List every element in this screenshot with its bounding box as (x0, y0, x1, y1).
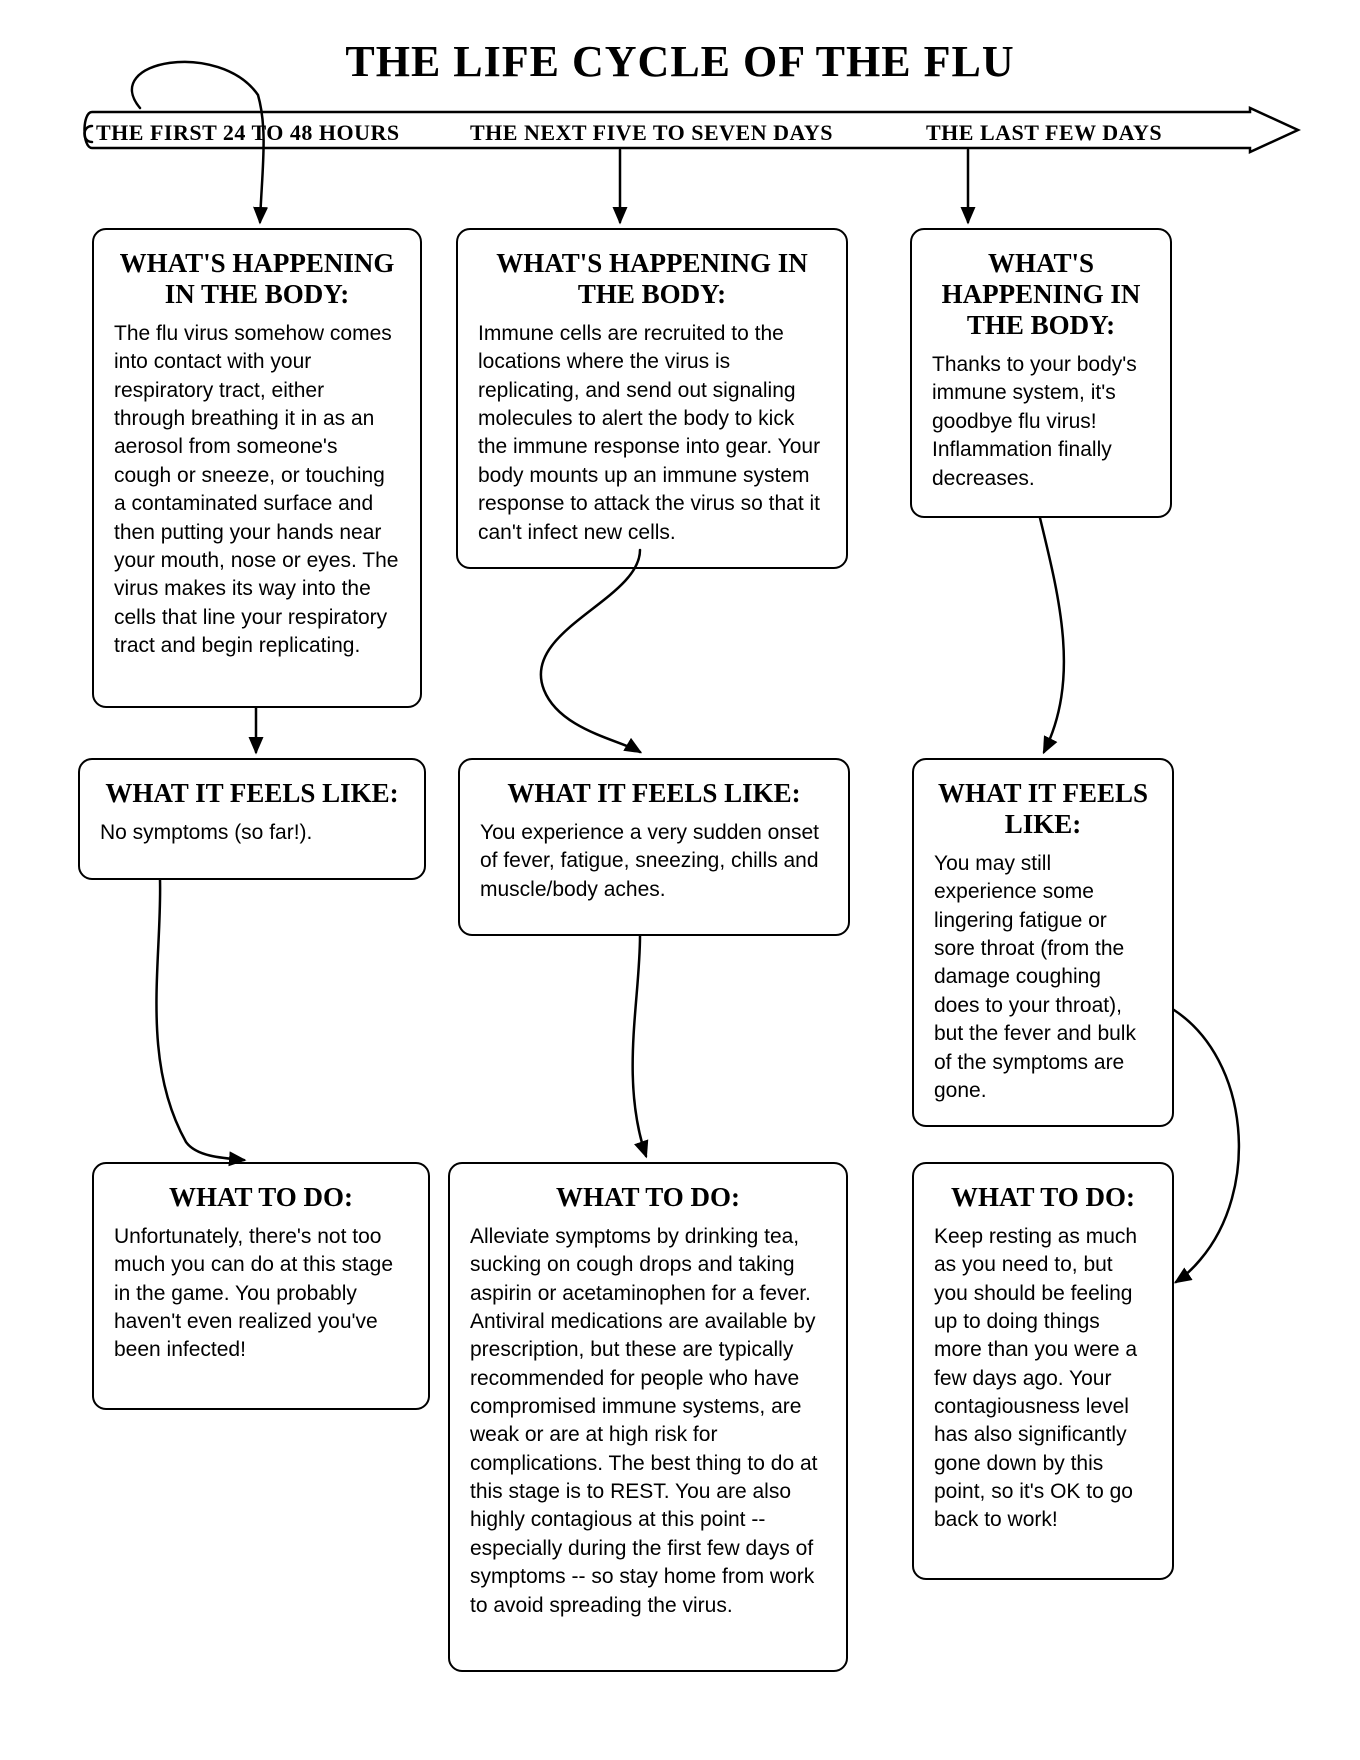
box-col2-feels: WHAT IT FEELS LIKE: You may still experie… (912, 758, 1174, 1127)
connector-arrow-4 (541, 550, 640, 752)
box-title: WHAT TO DO: (470, 1182, 826, 1213)
box-title: WHAT TO DO: (934, 1182, 1152, 1213)
box-title: WHAT'S HAPPENING IN THE BODY: (114, 248, 400, 310)
timeline-label-0: THE FIRST 24 TO 48 HOURS (96, 120, 400, 146)
timeline-label-2: THE LAST FEW DAYS (926, 120, 1162, 146)
box-body: No symptoms (so far!). (100, 819, 404, 847)
box-col0-feels: WHAT IT FEELS LIKE: No symptoms (so far!)… (78, 758, 426, 880)
box-body: Thanks to your body's immune system, it'… (932, 351, 1150, 493)
connector-arrow-5 (1040, 518, 1064, 752)
box-col1-happening: WHAT'S HAPPENING IN THE BODY: Immune cell… (456, 228, 848, 569)
box-col0-todo: WHAT TO DO: Unfortunately, there's not to… (92, 1162, 430, 1410)
box-body: Keep resting as much as you need to, but… (934, 1223, 1152, 1535)
box-body: Unfortunately, there's not too much you … (114, 1223, 408, 1365)
box-col2-happening: WHAT'S HAPPENING IN THE BODY: Thanks to y… (910, 228, 1172, 518)
connector-arrow-6 (156, 880, 244, 1160)
box-title: WHAT'S HAPPENING IN THE BODY: (478, 248, 826, 310)
box-col0-happening: WHAT'S HAPPENING IN THE BODY: The flu vir… (92, 228, 422, 708)
connector-arrow-7 (633, 936, 646, 1156)
box-body: You may still experience some lingering … (934, 850, 1152, 1105)
box-body: You experience a very sudden onset of fe… (480, 819, 828, 904)
box-title: WHAT TO DO: (114, 1182, 408, 1213)
page-title: THE LIFE CYCLE OF THE FLU (0, 36, 1360, 87)
box-col1-feels: WHAT IT FEELS LIKE: You experience a very… (458, 758, 850, 936)
box-title: WHAT IT FEELS LIKE: (934, 778, 1152, 840)
connector-arrow-8 (1174, 1010, 1239, 1282)
box-body: The flu virus somehow comes into contact… (114, 320, 400, 660)
box-col1-todo: WHAT TO DO: Alleviate symptoms by drinkin… (448, 1162, 848, 1672)
box-col2-todo: WHAT TO DO: Keep resting as much as you n… (912, 1162, 1174, 1580)
box-body: Immune cells are recruited to the locati… (478, 320, 826, 547)
box-title: WHAT IT FEELS LIKE: (100, 778, 404, 809)
box-body: Alleviate symptoms by drinking tea, suck… (470, 1223, 826, 1620)
connector-arrow-9 (85, 126, 93, 142)
box-title: WHAT'S HAPPENING IN THE BODY: (932, 248, 1150, 341)
timeline-label-1: THE NEXT FIVE TO SEVEN DAYS (470, 120, 833, 146)
box-title: WHAT IT FEELS LIKE: (480, 778, 828, 809)
page-root: THE LIFE CYCLE OF THE FLU THE FIRST 24 T… (0, 0, 1360, 1760)
